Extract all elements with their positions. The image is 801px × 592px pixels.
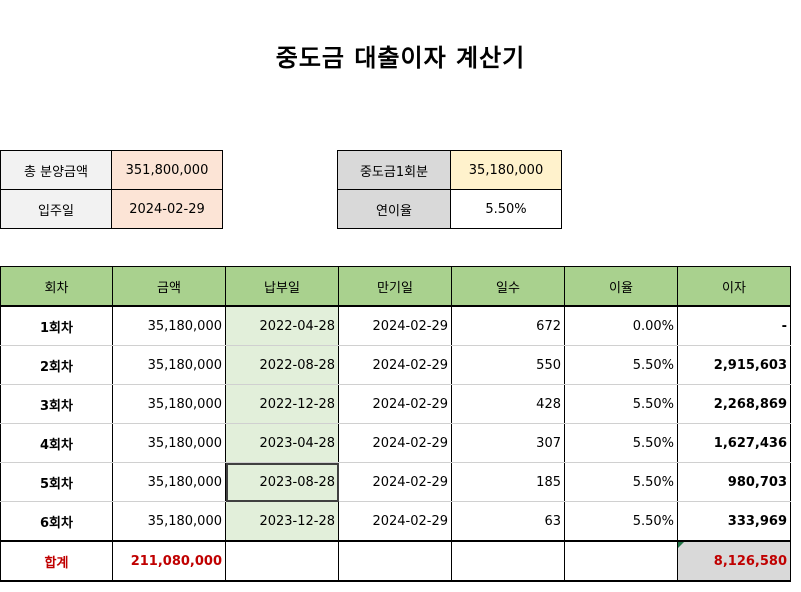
interest-cell[interactable]: 2,915,603 xyxy=(677,345,791,385)
header-pay-date[interactable]: 납부일 xyxy=(225,266,339,307)
installment-label[interactable]: 중도금1회분 xyxy=(337,150,451,190)
total-price-label[interactable]: 총 분양금액 xyxy=(0,150,112,190)
header-row: 회차 금액 납부일 만기일 일수 이율 이자 xyxy=(0,266,791,307)
table-row: 1회차 35,180,000 2022-04-28 2024-02-29 672… xyxy=(0,306,791,346)
rate-cell[interactable]: 5.50% xyxy=(564,345,678,385)
round-cell[interactable]: 6회차 xyxy=(0,501,113,542)
round-cell[interactable]: 2회차 xyxy=(0,345,113,385)
pay-date-cell[interactable]: 2023-04-28 xyxy=(225,423,339,463)
move-in-date-label[interactable]: 입주일 xyxy=(0,189,112,229)
interest-cell[interactable]: 980,703 xyxy=(677,462,791,502)
empty-cell[interactable] xyxy=(338,540,452,582)
interest-cell[interactable]: 2,268,869 xyxy=(677,384,791,424)
due-date-cell[interactable]: 2024-02-29 xyxy=(338,501,452,542)
table-row: 5회차 35,180,000 2023-08-28 2024-02-29 185… xyxy=(0,462,791,502)
amount-cell[interactable]: 35,180,000 xyxy=(112,462,226,502)
annual-rate-label[interactable]: 연이율 xyxy=(337,189,451,229)
interest-cell[interactable]: 333,969 xyxy=(677,501,791,542)
empty-cell[interactable] xyxy=(451,540,565,582)
pay-date-cell[interactable]: 2022-04-28 xyxy=(225,306,339,346)
pay-date-cell-selected[interactable]: 2023-08-28 xyxy=(225,462,339,502)
due-date-cell[interactable]: 2024-02-29 xyxy=(338,384,452,424)
interest-cell[interactable]: 1,627,436 xyxy=(677,423,791,463)
annual-rate-value[interactable]: 5.50% xyxy=(450,189,562,229)
amount-cell[interactable]: 35,180,000 xyxy=(112,306,226,346)
header-interest[interactable]: 이자 xyxy=(677,266,791,307)
rate-cell[interactable]: 5.50% xyxy=(564,501,678,542)
total-label[interactable]: 합계 xyxy=(0,540,113,582)
due-date-cell[interactable]: 2024-02-29 xyxy=(338,462,452,502)
total-interest[interactable]: 8,126,580 xyxy=(677,540,791,582)
rate-cell[interactable]: 5.50% xyxy=(564,423,678,463)
empty-cell[interactable] xyxy=(225,540,339,582)
pay-date-cell[interactable]: 2023-12-28 xyxy=(225,501,339,542)
total-row: 합계 211,080,000 8,126,580 xyxy=(0,540,791,582)
rate-cell[interactable]: 0.00% xyxy=(564,306,678,346)
empty-cell[interactable] xyxy=(564,540,678,582)
header-days[interactable]: 일수 xyxy=(451,266,565,307)
due-date-cell[interactable]: 2024-02-29 xyxy=(338,423,452,463)
rate-cell[interactable]: 5.50% xyxy=(564,462,678,502)
total-price-value[interactable]: 351,800,000 xyxy=(111,150,223,190)
round-cell[interactable]: 1회차 xyxy=(0,306,113,346)
header-rate[interactable]: 이율 xyxy=(564,266,678,307)
round-cell[interactable]: 3회차 xyxy=(0,384,113,424)
days-cell[interactable]: 672 xyxy=(451,306,565,346)
days-cell[interactable]: 550 xyxy=(451,345,565,385)
interest-table: 회차 금액 납부일 만기일 일수 이율 이자 1회차 35,180,000 20… xyxy=(0,266,791,582)
summary-left: 총 분양금액 351,800,000 입주일 2024-02-29 xyxy=(0,150,223,229)
round-cell[interactable]: 4회차 xyxy=(0,423,113,463)
page-title: 중도금 대출이자 계산기 xyxy=(275,44,526,72)
days-cell[interactable]: 185 xyxy=(451,462,565,502)
table-row: 6회차 35,180,000 2023-12-28 2024-02-29 63 … xyxy=(0,501,791,542)
pay-date-cell[interactable]: 2022-12-28 xyxy=(225,384,339,424)
days-cell[interactable]: 307 xyxy=(451,423,565,463)
move-in-date-value[interactable]: 2024-02-29 xyxy=(111,189,223,229)
days-cell[interactable]: 428 xyxy=(451,384,565,424)
pay-date-cell[interactable]: 2022-08-28 xyxy=(225,345,339,385)
due-date-cell[interactable]: 2024-02-29 xyxy=(338,306,452,346)
amount-cell[interactable]: 35,180,000 xyxy=(112,501,226,542)
total-amount[interactable]: 211,080,000 xyxy=(112,540,226,582)
table-row: 4회차 35,180,000 2023-04-28 2024-02-29 307… xyxy=(0,423,791,463)
amount-cell[interactable]: 35,180,000 xyxy=(112,384,226,424)
summary-right: 중도금1회분 35,180,000 연이율 5.50% xyxy=(337,150,562,229)
header-amount[interactable]: 금액 xyxy=(112,266,226,307)
round-cell[interactable]: 5회차 xyxy=(0,462,113,502)
header-round[interactable]: 회차 xyxy=(0,266,113,307)
header-due-date[interactable]: 만기일 xyxy=(338,266,452,307)
days-cell[interactable]: 63 xyxy=(451,501,565,542)
installment-value[interactable]: 35,180,000 xyxy=(450,150,562,190)
due-date-cell[interactable]: 2024-02-29 xyxy=(338,345,452,385)
amount-cell[interactable]: 35,180,000 xyxy=(112,345,226,385)
amount-cell[interactable]: 35,180,000 xyxy=(112,423,226,463)
interest-cell[interactable]: - xyxy=(677,306,791,346)
table-row: 3회차 35,180,000 2022-12-28 2024-02-29 428… xyxy=(0,384,791,424)
rate-cell[interactable]: 5.50% xyxy=(564,384,678,424)
table-row: 2회차 35,180,000 2022-08-28 2024-02-29 550… xyxy=(0,345,791,385)
